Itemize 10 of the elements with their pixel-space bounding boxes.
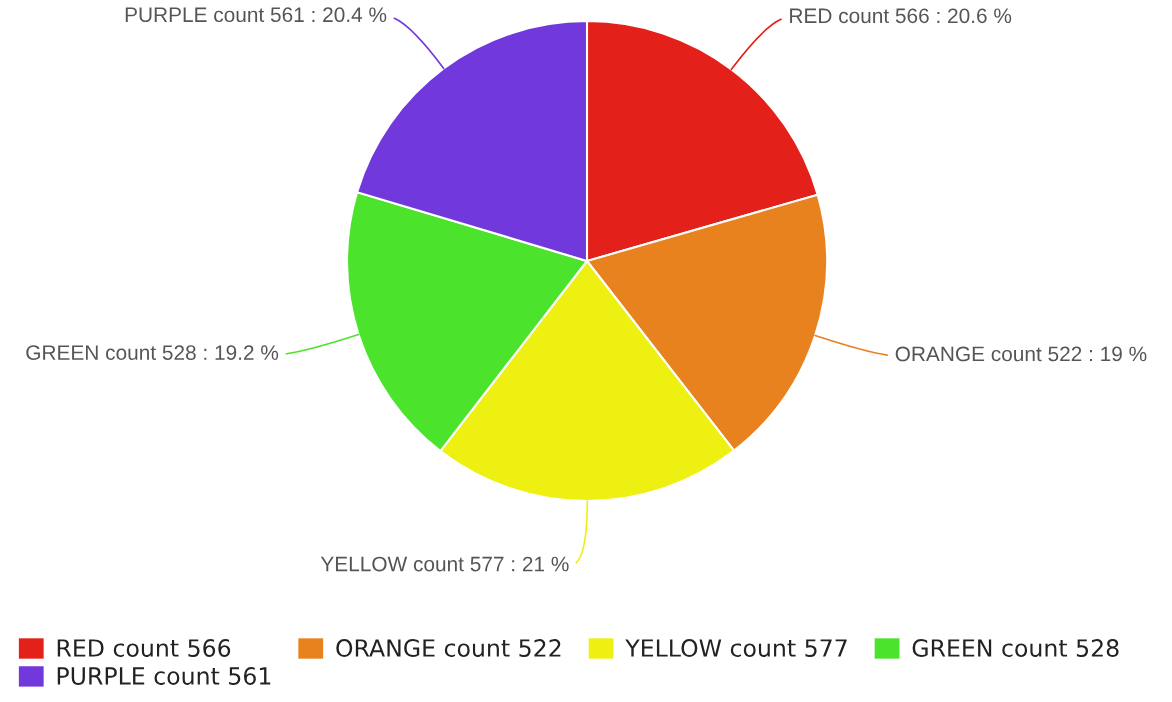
data-label: PURPLE count 561 : 20.4 % (125, 7, 387, 23)
legend-label: GREEN count 528 (912, 639, 1119, 657)
data-label: RED count 566 : 20.6 % (790, 8, 1012, 24)
legend-label: RED count 566 (57, 639, 231, 657)
data-label: GREEN count 528 : 19.2 % (26, 345, 279, 360)
legend-label: YELLOW count 577 (625, 639, 847, 657)
legend-label: PURPLE count 561 (57, 667, 271, 685)
legend-label: ORANGE count 522 (336, 639, 561, 657)
data-label: ORANGE count 522 : 19 % (895, 346, 1147, 362)
data-label: YELLOW count 577 : 21 % (320, 556, 569, 572)
